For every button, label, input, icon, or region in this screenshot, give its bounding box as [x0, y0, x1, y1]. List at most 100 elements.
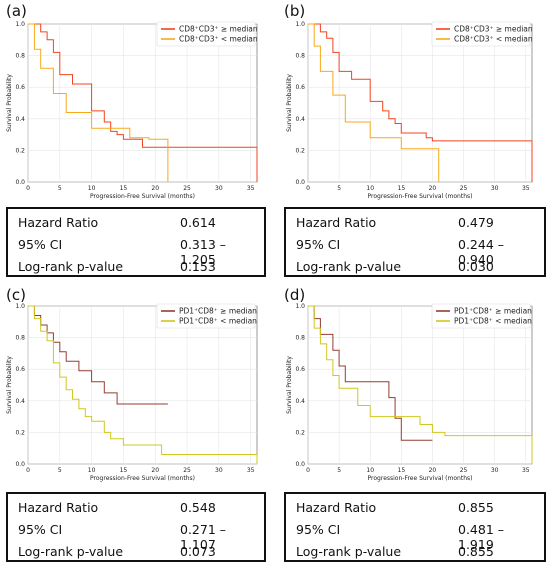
y-axis-label: Survival Probability	[6, 74, 13, 132]
stat-label: 95% CI	[18, 522, 63, 537]
stats-row-p-value: Log-rank p-value 0.073	[18, 544, 256, 560]
x-tick-label: 0	[26, 185, 30, 192]
stat-value: 0.855	[458, 544, 494, 559]
x-tick-label: 5	[58, 185, 62, 192]
y-tick-label: 0.4	[15, 116, 25, 123]
stats-table: Hazard Ratio 0.855 95% CI 0.481 – 1.919 …	[284, 492, 546, 562]
x-axis-label: Progression-Free Survival (months)	[90, 475, 195, 482]
legend-box	[431, 303, 531, 329]
stats-row-hazard-ratio: Hazard Ratio 0.479	[296, 215, 536, 231]
y-axis-label: Survival Probability	[286, 356, 293, 414]
legend-label: PD1⁺CD8⁺ ≥ median	[179, 307, 257, 316]
x-tick-label: 5	[337, 185, 341, 192]
y-tick-label: 0.0	[15, 461, 25, 468]
x-tick-label: 0	[26, 467, 30, 474]
stat-value: 0.271 – 1.107	[180, 522, 227, 552]
stats-row-p-value: Log-rank p-value 0.855	[296, 544, 536, 560]
y-tick-label: 0.0	[295, 179, 305, 186]
stat-label: 95% CI	[296, 237, 341, 252]
panel-label: (a)	[6, 2, 27, 20]
stats-row-hazard-ratio: Hazard Ratio 0.548	[18, 500, 256, 516]
x-tick-label: 5	[337, 467, 341, 474]
x-tick-label: 35	[247, 185, 255, 192]
y-tick-label: 0.8	[15, 335, 25, 342]
stat-value: 0.313 – 1.205	[180, 237, 227, 267]
x-axis-label: Progression-Free Survival (months)	[90, 193, 195, 200]
y-tick-label: 0.0	[15, 179, 25, 186]
stat-label: Log-rank p-value	[18, 259, 124, 274]
panel-c: (c) 0 5 10 15 20 25 30 35 0.0 0.2 0.4 0.6 0.8 1.0 Prog…	[0, 282, 275, 565]
stats-row-p-value: Log-rank p-value 0.153	[18, 259, 256, 275]
x-tick-label: 30	[491, 467, 499, 474]
x-tick-label: 25	[460, 185, 468, 192]
legend-box	[156, 21, 256, 47]
x-tick-label: 5	[58, 467, 62, 474]
stats-row-ci: 95% CI 0.271 – 1.107	[18, 522, 256, 552]
stats-table: Hazard Ratio 0.548 95% CI 0.271 – 1.107 …	[6, 492, 266, 562]
legend-label: CD8⁺CD3⁺ < median	[454, 35, 533, 44]
y-tick-label: 0.2	[15, 429, 25, 436]
x-tick-label: 10	[88, 467, 96, 474]
y-tick-label: 1.0	[295, 21, 305, 28]
y-tick-label: 0.4	[295, 398, 305, 405]
stats-row-ci: 95% CI 0.481 – 1.919	[296, 522, 536, 552]
survival-curve-2	[28, 305, 258, 464]
y-tick-label: 0.8	[295, 335, 305, 342]
stats-row-ci: 95% CI 0.244 – 0.940	[296, 237, 536, 267]
stat-label: Log-rank p-value	[296, 544, 402, 559]
stat-value: 0.548	[180, 500, 216, 515]
x-tick-label: 35	[247, 467, 255, 474]
x-tick-label: 15	[120, 185, 128, 192]
x-tick-label: 10	[366, 467, 374, 474]
stat-label: Hazard Ratio	[18, 500, 99, 515]
survival-curve-2	[308, 305, 533, 464]
panel-b: (b) 0 5 10 15 20 25 30 35 0.0 0.2 0.4 0.6 0.8 1.0 Prog…	[280, 0, 550, 282]
x-tick-label: 15	[120, 467, 128, 474]
stat-label: Log-rank p-value	[18, 544, 124, 559]
y-tick-label: 0.6	[295, 366, 305, 373]
plot-frame	[27, 305, 258, 465]
stats-row-hazard-ratio: Hazard Ratio 0.614	[18, 215, 256, 231]
y-tick-label: 1.0	[15, 21, 25, 28]
survival-curve-2	[28, 23, 169, 182]
legend-label: CD8⁺CD3⁺ ≥ median	[179, 25, 258, 34]
x-tick-label: 25	[460, 467, 468, 474]
stat-label: 95% CI	[296, 522, 341, 537]
stat-value: 0.244 – 0.940	[458, 237, 505, 267]
stats-table: Hazard Ratio 0.479 95% CI 0.244 – 0.940 …	[284, 207, 546, 277]
y-tick-label: 1.0	[15, 303, 25, 310]
y-axis-label: Survival Probability	[286, 74, 293, 132]
y-tick-label: 0.4	[295, 116, 305, 123]
stat-value: 0.073	[180, 544, 216, 559]
stat-value: 0.030	[458, 259, 494, 274]
y-tick-label: 0.4	[15, 398, 25, 405]
stat-label: Hazard Ratio	[18, 215, 99, 230]
stat-value: 0.614	[180, 215, 216, 230]
km-chart: 0 5 10 15 20 25 30 35 0.0 0.2 0.4 0.6 0.8 1.0 Progress…	[6, 303, 258, 482]
y-tick-label: 0.2	[295, 429, 305, 436]
km-chart: 0 5 10 15 20 25 30 35 0.0 0.2 0.4 0.6 0.8 1.0 Progress…	[6, 21, 258, 200]
x-axis-label: Progression-Free Survival (months)	[368, 193, 473, 200]
survival-curve-2	[308, 23, 440, 182]
stat-value: 0.855	[458, 500, 494, 515]
legend-label: CD8⁺CD3⁺ ≥ median	[454, 25, 533, 34]
survival-curve-1	[28, 23, 258, 182]
x-tick-label: 30	[215, 467, 223, 474]
x-tick-label: 25	[183, 185, 191, 192]
y-tick-label: 0.8	[15, 53, 25, 60]
y-tick-label: 0.2	[15, 147, 25, 154]
x-tick-label: 20	[429, 185, 437, 192]
x-tick-label: 35	[522, 185, 530, 192]
stats-row-ci: 95% CI 0.313 – 1.205	[18, 237, 256, 267]
survival-curve-1	[308, 23, 533, 182]
legend-label: PD1⁺CD8⁺ < median	[454, 317, 532, 326]
y-tick-label: 0.2	[295, 147, 305, 154]
stats-row-hazard-ratio: Hazard Ratio 0.855	[296, 500, 536, 516]
x-tick-label: 0	[306, 185, 310, 192]
stats-table: Hazard Ratio 0.614 95% CI 0.313 – 1.205 …	[6, 207, 266, 277]
x-tick-label: 15	[398, 185, 406, 192]
plot-frame	[27, 23, 258, 183]
legend-box	[156, 303, 256, 329]
x-tick-label: 25	[183, 467, 191, 474]
y-tick-label: 1.0	[295, 303, 305, 310]
